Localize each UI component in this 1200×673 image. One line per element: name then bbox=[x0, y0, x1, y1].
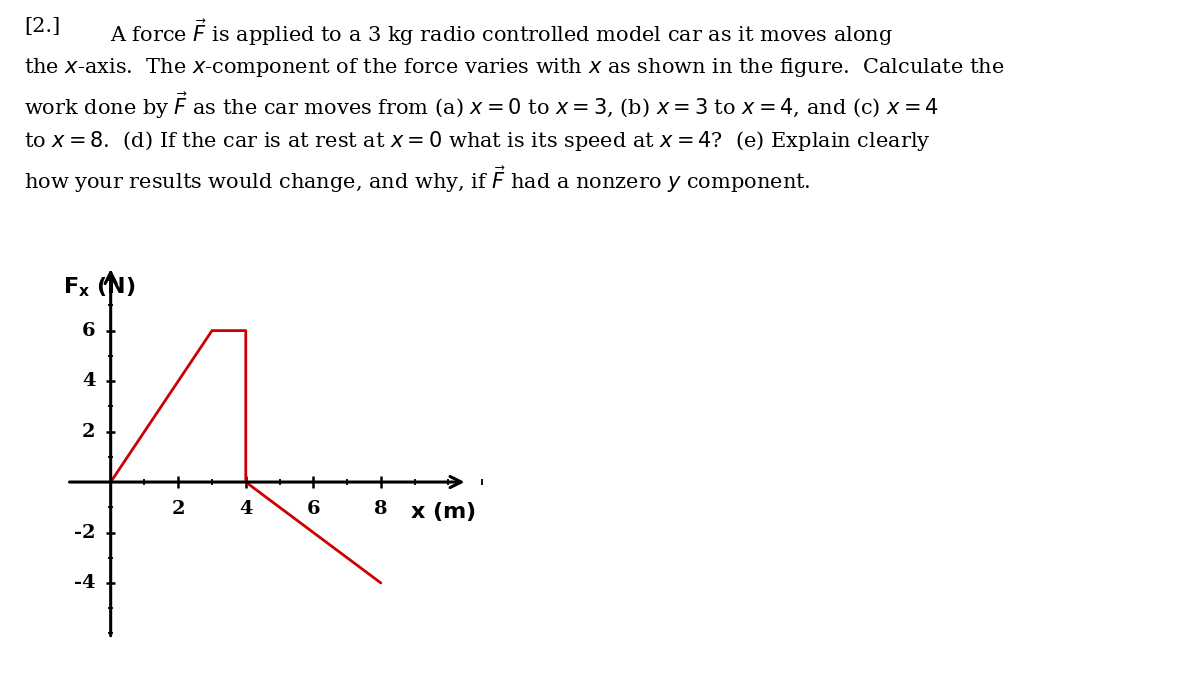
Text: A force $\vec{F}$ is applied to a 3 kg radio controlled model car as it moves al: A force $\vec{F}$ is applied to a 3 kg r… bbox=[24, 17, 1004, 194]
Text: 8: 8 bbox=[374, 499, 388, 518]
Text: 4: 4 bbox=[239, 499, 252, 518]
Text: 2: 2 bbox=[172, 499, 185, 518]
Text: -2: -2 bbox=[74, 524, 96, 542]
Text: 6: 6 bbox=[306, 499, 320, 518]
Text: [2.]: [2.] bbox=[24, 17, 60, 36]
Text: $\mathbf{F_x}$ $\mathbf{(N)}$: $\mathbf{F_x}$ $\mathbf{(N)}$ bbox=[64, 276, 137, 299]
Text: 2: 2 bbox=[82, 423, 96, 441]
Text: 6: 6 bbox=[82, 322, 96, 340]
Text: 4: 4 bbox=[82, 372, 96, 390]
Text: $\mathbf{x}$ $\mathbf{(m)}$: $\mathbf{x}$ $\mathbf{(m)}$ bbox=[409, 499, 475, 523]
Text: -4: -4 bbox=[74, 574, 96, 592]
